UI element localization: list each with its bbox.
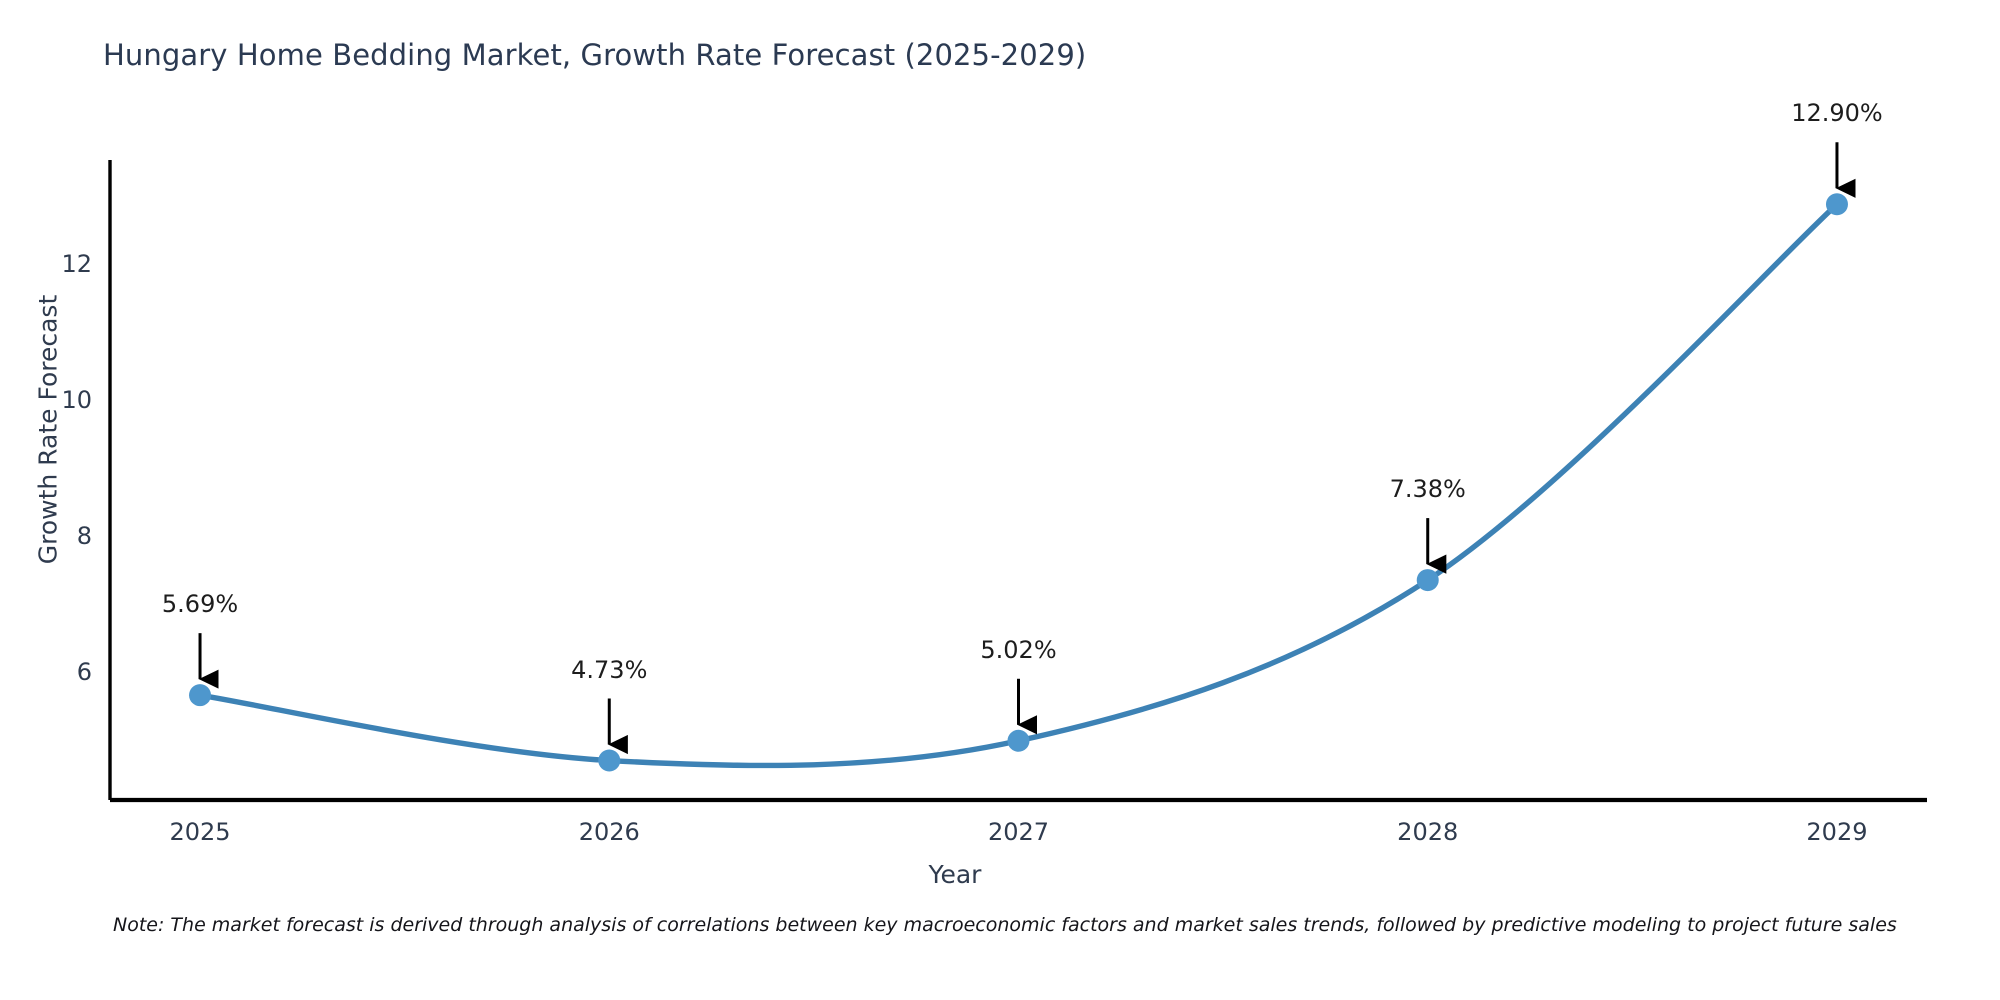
x-tick-label: 2029 xyxy=(1806,818,1868,846)
data-point-markers xyxy=(189,193,1848,772)
data-point-label: 5.02% xyxy=(980,635,1057,664)
x-tick-label: 2025 xyxy=(169,818,231,846)
annotation-arrows xyxy=(198,142,1856,755)
x-tick-label: 2027 xyxy=(987,818,1050,846)
data-point-label: 4.73% xyxy=(571,655,648,684)
y-tick-label: 10 xyxy=(61,385,92,414)
data-point-marker[interactable] xyxy=(1007,729,1030,752)
x-tick-label: 2028 xyxy=(1397,818,1459,846)
x-axis-title: Year xyxy=(928,860,982,889)
axes xyxy=(108,160,1927,803)
y-tick-label: 6 xyxy=(76,658,92,687)
data-point-marker[interactable] xyxy=(1825,193,1848,216)
chart-title: Hungary Home Bedding Market, Growth Rate… xyxy=(103,38,1087,72)
data-point-marker[interactable] xyxy=(189,684,212,707)
data-point-label: 7.38% xyxy=(1389,475,1466,504)
data-point-label: 5.69% xyxy=(161,590,239,619)
data-point-marker[interactable] xyxy=(1416,569,1439,592)
chart-footnote: Note: The market forecast is derived thr… xyxy=(113,914,1897,936)
y-axis-title: Growth Rate Forecast xyxy=(33,294,63,565)
x-tick-label: 2026 xyxy=(578,818,640,846)
y-tick-label: 8 xyxy=(76,521,92,550)
y-tick-label: 12 xyxy=(61,249,92,278)
data-point-marker[interactable] xyxy=(598,749,621,772)
data-series-line xyxy=(197,201,1840,769)
data-point-label: 12.90% xyxy=(1791,99,1883,128)
series-line-path xyxy=(197,201,1840,769)
